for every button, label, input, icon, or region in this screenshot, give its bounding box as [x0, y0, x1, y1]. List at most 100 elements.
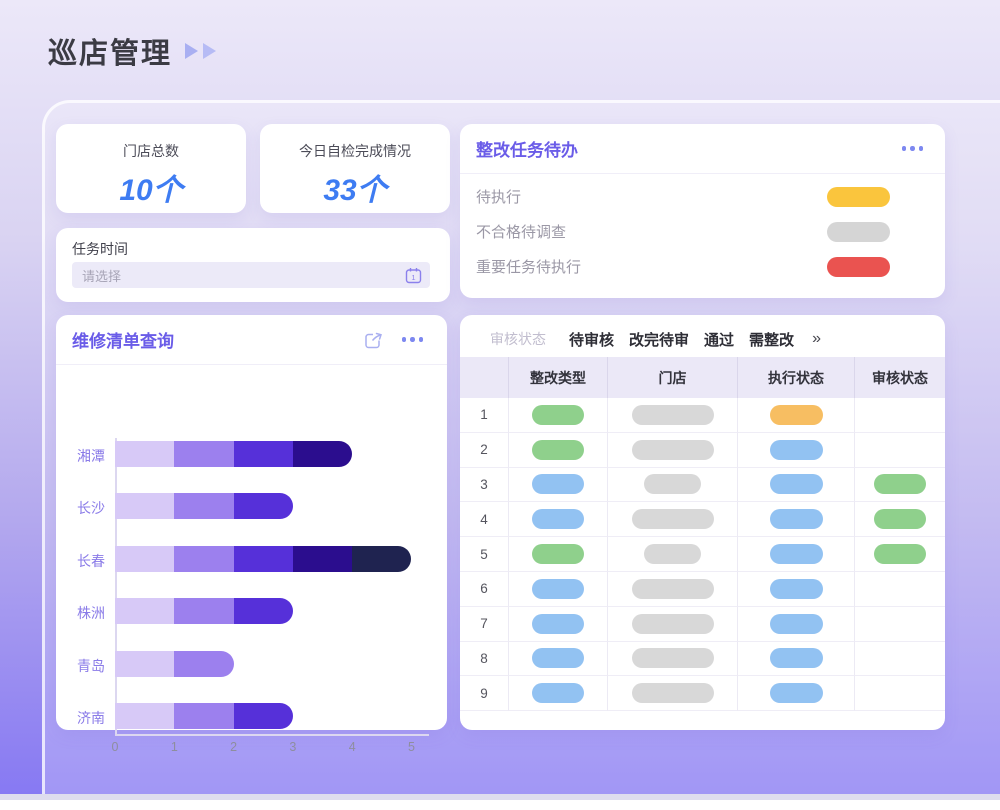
cell-review-status[interactable] — [855, 676, 945, 712]
table-row-number: 9 — [460, 676, 509, 712]
row-number: 3 — [480, 476, 488, 492]
exec-status-pill — [769, 683, 823, 704]
stat-label: 门店总数 — [123, 143, 179, 159]
row-number: 6 — [480, 581, 488, 597]
repair-chart-card: 维修清单查询 湘潭 长沙 长春 株洲 青岛 济南 0 1 2 3 4 5 — [56, 315, 447, 754]
cell-review-status[interactable] — [855, 398, 945, 433]
filter-tab-需整改[interactable]: 需整改 — [749, 331, 795, 349]
table-row-number: 1 — [460, 398, 509, 433]
cell-review-status[interactable] — [855, 502, 945, 538]
row-number: 8 — [480, 650, 488, 666]
cell-rectify-type[interactable] — [509, 432, 608, 468]
chart-bar-segment — [233, 441, 293, 467]
cell-exec-status[interactable] — [738, 432, 855, 468]
chart-x-tick-label: 3 — [289, 740, 297, 754]
cell-store[interactable] — [608, 606, 738, 642]
ellipsis-icon[interactable] — [901, 146, 923, 151]
cell-rectify-type[interactable] — [509, 606, 608, 642]
chart-bar-segment — [115, 703, 175, 729]
cell-rectify-type[interactable] — [509, 502, 608, 538]
chart-bar — [115, 545, 412, 572]
cell-exec-status[interactable] — [738, 537, 855, 572]
cell-store[interactable] — [608, 398, 738, 433]
double-chevron-right-icon[interactable]: » — [812, 330, 821, 347]
store-pill — [631, 439, 714, 460]
type-pill — [532, 439, 584, 460]
chart-bar-segment — [174, 650, 234, 677]
chart-bar-segment — [233, 545, 293, 572]
stat-label: 今日自检完成情况 — [299, 143, 411, 159]
cell-store[interactable] — [608, 641, 738, 677]
share-icon[interactable] — [363, 329, 384, 350]
exec-status-pill — [769, 648, 823, 669]
cell-store[interactable] — [608, 502, 738, 538]
store-pill — [644, 544, 701, 565]
chart-x-axis — [115, 734, 429, 736]
chart-bar-segment — [115, 493, 175, 520]
chart-x-tick-label: 5 — [408, 740, 415, 754]
page-header: 巡店管理 — [48, 30, 217, 72]
table-row-number: 5 — [460, 537, 509, 572]
task-time-card: 任务时间 请选择 1 — [56, 228, 450, 302]
cell-review-status[interactable] — [855, 607, 945, 642]
exec-status-pill — [769, 404, 823, 425]
chart-bar-segment — [292, 441, 353, 467]
review-filter-bar: 审核状态 待审核 改完待审 通过 需整改 » — [490, 327, 821, 351]
cell-review-status[interactable] — [855, 433, 945, 468]
store-pill — [631, 509, 714, 530]
type-pill — [532, 683, 584, 704]
review-table: 整改类型 门店 执行状态 审核状态 1 2 3 4 5 6 7 8 9 — [460, 357, 945, 712]
cell-rectify-type[interactable] — [509, 571, 608, 607]
calendar-icon[interactable]: 1 — [405, 267, 422, 284]
ellipsis-icon[interactable] — [401, 337, 423, 342]
filter-label: 审核状态 — [490, 331, 546, 347]
cell-store[interactable] — [608, 537, 738, 572]
chart-y-axis — [115, 438, 117, 734]
cell-rectify-type[interactable] — [509, 467, 608, 503]
date-select-input[interactable]: 请选择 1 — [72, 262, 430, 288]
table-row-number: 4 — [460, 502, 509, 538]
cell-store[interactable] — [608, 467, 738, 503]
cell-review-status[interactable] — [855, 537, 945, 572]
stat-card-self-check: 今日自检完成情况 33个 — [260, 124, 450, 213]
chart-bar-segment — [115, 650, 175, 677]
cell-review-status[interactable] — [855, 468, 945, 503]
cell-exec-status[interactable] — [738, 398, 855, 433]
row-number: 5 — [480, 546, 488, 562]
todo-card-header: 整改任务待办 — [460, 124, 945, 174]
cell-exec-status[interactable] — [738, 606, 855, 642]
chart-bar-segment — [174, 703, 234, 729]
cell-exec-status[interactable] — [738, 676, 855, 712]
table-header-cell: 审核状态 — [855, 357, 945, 398]
row-number: 4 — [480, 511, 488, 527]
cell-review-status[interactable] — [855, 642, 945, 677]
cell-review-status[interactable] — [855, 572, 945, 607]
review-status-pill — [874, 474, 926, 495]
cell-rectify-type[interactable] — [509, 641, 608, 677]
chart-x-tick-label: 2 — [230, 740, 238, 754]
cell-exec-status[interactable] — [738, 467, 855, 503]
filter-tab-待审核[interactable]: 待审核 — [569, 331, 615, 349]
cell-exec-status[interactable] — [738, 502, 855, 538]
store-pill — [644, 474, 701, 495]
todo-item-label: 重要任务待执行 — [476, 259, 582, 276]
cell-store[interactable] — [608, 676, 738, 712]
todo-item: 待执行 — [460, 179, 945, 214]
cell-rectify-type[interactable] — [509, 537, 608, 572]
row-number: 9 — [480, 685, 488, 701]
filter-tab-通过[interactable]: 通过 — [704, 331, 735, 349]
store-pill — [631, 404, 714, 425]
cell-store[interactable] — [608, 571, 738, 607]
cell-store[interactable] — [608, 432, 738, 468]
svg-text:1: 1 — [411, 273, 415, 282]
type-pill — [532, 474, 584, 495]
cell-rectify-type[interactable] — [509, 676, 608, 712]
cell-rectify-type[interactable] — [509, 398, 608, 433]
chart-bar-segment — [174, 493, 234, 520]
task-time-label: 任务时间 — [72, 241, 128, 257]
status-pill — [827, 256, 890, 277]
filter-tab-改完待审[interactable]: 改完待审 — [629, 331, 690, 349]
cell-exec-status[interactable] — [738, 571, 855, 607]
cell-exec-status[interactable] — [738, 641, 855, 677]
